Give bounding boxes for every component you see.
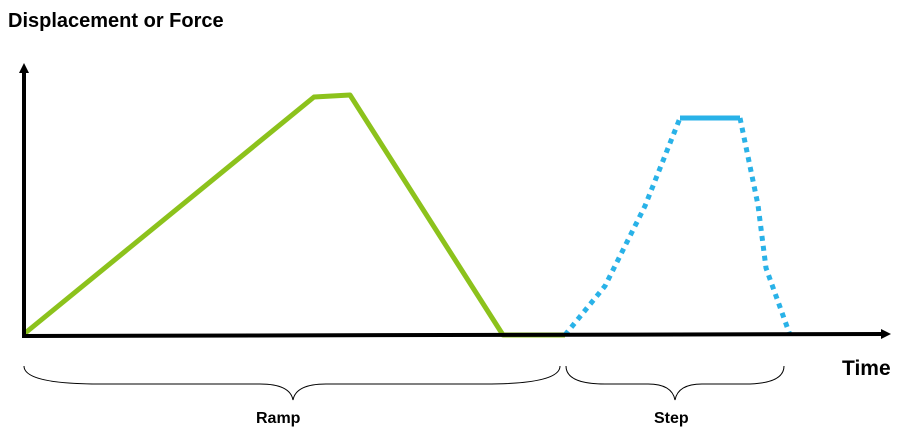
ramp-brace <box>23 365 561 401</box>
ramp-profile-line <box>22 92 565 338</box>
ramp-label: Ramp <box>256 410 301 427</box>
x-axis-label: Time <box>842 357 891 380</box>
step-brace <box>565 365 785 401</box>
step-fall-line <box>737 117 793 336</box>
y-axis-label: Displacement or Force <box>8 10 224 32</box>
x-axis <box>21 329 891 340</box>
step-rise-line <box>563 117 683 337</box>
step-label: Step <box>654 410 689 427</box>
